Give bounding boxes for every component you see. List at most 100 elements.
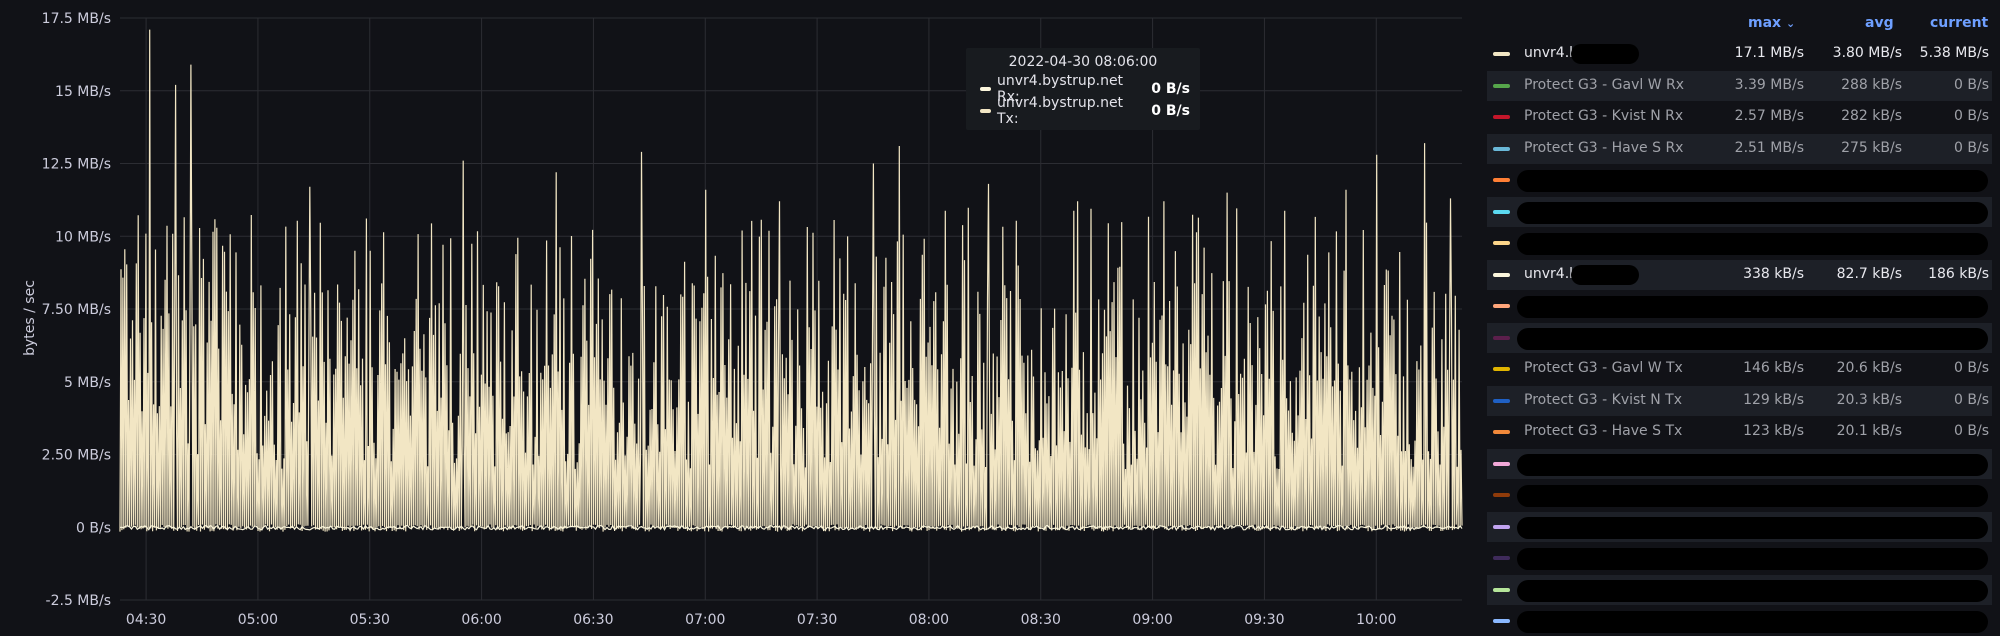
- legend-color-swatch[interactable]: [1493, 493, 1510, 497]
- legend-row[interactable]: [1487, 322, 1992, 353]
- legend-row[interactable]: [1487, 543, 1992, 573]
- legend-color-swatch[interactable]: [1493, 619, 1510, 623]
- legend-max-value: 338 kB/s: [1743, 265, 1804, 282]
- legend-row[interactable]: [1487, 480, 1992, 510]
- legend-color-swatch[interactable]: [1493, 304, 1510, 308]
- legend-avg-value: 20.6 kB/s: [1836, 360, 1902, 376]
- legend-row[interactable]: unvr4.b… Rx 338 kB/s 82.7 kB/s 186 kB/s: [1487, 259, 1992, 290]
- legend-row[interactable]: [1487, 574, 1992, 605]
- y-tick-label: 2.50 MB/s: [42, 448, 111, 464]
- redaction-mark: [1517, 485, 1988, 507]
- legend-row[interactable]: Protect G3 - Kvist N Rx 2.57 MB/s 282 kB/s…: [1487, 102, 1992, 132]
- y-tick-label: 10 MB/s: [55, 229, 111, 245]
- tooltip-row: unvr4.bystrup.net Rx: 0 B/s: [980, 73, 1190, 105]
- legend-row[interactable]: [1487, 606, 1992, 636]
- legend-color-swatch[interactable]: [1493, 398, 1510, 403]
- legend-series-name[interactable]: Protect G3 - Have S Rx: [1524, 139, 1684, 156]
- x-tick-label: 08:00: [909, 612, 949, 628]
- legend-row[interactable]: [1487, 291, 1992, 321]
- legend-row[interactable]: unvr4.b…t Tx17.1 MB/s3.80 MB/s5.38 MB/s: [1487, 39, 1992, 69]
- legend-color-swatch[interactable]: [1493, 146, 1510, 151]
- redaction-mark: [1517, 170, 1988, 192]
- legend-row[interactable]: [1487, 196, 1992, 227]
- x-tick-label: 06:30: [573, 612, 613, 628]
- x-tick-label: 04:30: [126, 612, 166, 628]
- legend-color-swatch[interactable]: [1493, 367, 1510, 371]
- legend-color-swatch[interactable]: [1493, 115, 1510, 119]
- legend-max-value: 129 kB/s: [1743, 391, 1804, 408]
- x-tick-label: 06:00: [461, 612, 501, 628]
- legend-color-swatch[interactable]: [1493, 83, 1510, 88]
- legend-color-swatch[interactable]: [1493, 461, 1510, 466]
- legend-header-current[interactable]: current: [1930, 15, 1989, 31]
- redaction-mark: [1517, 611, 1988, 633]
- legend-row[interactable]: [1487, 165, 1992, 195]
- tooltip-swatch: [980, 87, 991, 91]
- legend-color-swatch[interactable]: [1493, 178, 1510, 182]
- legend-color-swatch[interactable]: [1493, 430, 1510, 434]
- legend-avg-value: 3.80 MB/s: [1832, 45, 1902, 61]
- time-series-chart: 17.5 MB/s 15 MB/s 12.5 MB/s 10 MB/s 7.50 MB/…: [22, 11, 1463, 628]
- legend-row[interactable]: Protect G3 - Have S Tx 123 kB/s 20.1 kB/s 0…: [1487, 417, 1992, 447]
- legend-color-swatch[interactable]: [1493, 556, 1510, 560]
- tooltip-row: unvr4.bystrup.net Tx: 0 B/s: [980, 95, 1190, 127]
- legend-avg-value: 20.1 kB/s: [1836, 423, 1902, 439]
- x-tick-label: 07:00: [685, 612, 725, 628]
- legend-avg-value: 82.7 kB/s: [1836, 265, 1902, 282]
- legend-series-name[interactable]: Protect G3 - Gavl W Rx: [1524, 76, 1685, 93]
- redaction-mark: [1517, 579, 1988, 602]
- legend-row[interactable]: Protect G3 - Have S Rx 2.51 MB/s 275 kB/s 0…: [1487, 133, 1992, 164]
- tooltip-series-value: 0 B/s: [1151, 103, 1190, 119]
- x-tick-label: 07:30: [797, 612, 837, 628]
- legend-series-name[interactable]: Protect G3 - Gavl W Tx: [1524, 360, 1683, 376]
- legend-row[interactable]: [1487, 511, 1992, 542]
- legend-avg-value: 282 kB/s: [1841, 108, 1902, 124]
- y-axis: 17.5 MB/s 15 MB/s 12.5 MB/s 10 MB/s 7.50 MB/…: [42, 11, 111, 609]
- legend-color-swatch[interactable]: [1493, 335, 1510, 340]
- legend-row[interactable]: Protect G3 - Gavl W Rx 3.39 MB/s 288 kB/s 0…: [1487, 70, 1992, 101]
- x-tick-label: 09:00: [1132, 612, 1172, 628]
- legend-color-swatch[interactable]: [1493, 272, 1510, 277]
- series-line-tx: [119, 29, 1463, 532]
- y-tick-label: -2.5 MB/s: [46, 593, 111, 609]
- legend-row[interactable]: [1487, 448, 1992, 479]
- legend-header-max-label[interactable]: max: [1748, 15, 1782, 31]
- legend-color-swatch[interactable]: [1493, 587, 1510, 592]
- redaction-mark: [1517, 296, 1988, 318]
- hover-tooltip: 2022-04-30 08:06:00 unvr4.bystrup.net Rx…: [966, 48, 1200, 130]
- x-tick-label: 09:30: [1244, 612, 1284, 628]
- legend-row[interactable]: Protect G3 - Kvist N Tx 129 kB/s 20.3 kB/s…: [1487, 385, 1992, 416]
- series-layer: [119, 29, 1463, 532]
- legend-color-swatch[interactable]: [1493, 524, 1510, 529]
- legend-current-value: 5.38 MB/s: [1919, 45, 1989, 61]
- x-tick-label: 05:00: [238, 612, 278, 628]
- legend-max-value: 17.1 MB/s: [1734, 45, 1804, 61]
- legend-series-name[interactable]: Protect G3 - Have S Tx: [1524, 423, 1683, 439]
- y-tick-label: 0 B/s: [76, 520, 111, 536]
- legend-series-name[interactable]: Protect G3 - Kvist N Tx: [1524, 391, 1683, 408]
- legend-series-name[interactable]: Protect G3 - Kvist N Rx: [1524, 108, 1684, 124]
- legend-max-value: 123 kB/s: [1743, 423, 1804, 439]
- legend-row[interactable]: Protect G3 - Gavl W Tx 146 kB/s 20.6 kB/s 0…: [1487, 354, 1992, 384]
- x-tick-label: 08:30: [1021, 612, 1061, 628]
- legend-avg-value: 275 kB/s: [1841, 139, 1902, 156]
- legend-max-value: 2.57 MB/s: [1734, 108, 1804, 124]
- legend-current-value: 0 B/s: [1954, 423, 1989, 439]
- legend-max-value: 2.51 MB/s: [1734, 139, 1804, 156]
- legend-max-value: 3.39 MB/s: [1734, 76, 1804, 93]
- legend-header-avg[interactable]: avg: [1865, 15, 1894, 31]
- legend-color-swatch[interactable]: [1493, 209, 1510, 214]
- tooltip-series-name: unvr4.bystrup.net Tx:: [997, 95, 1124, 127]
- legend-header-max[interactable]: max ⌄: [1748, 15, 1795, 35]
- redaction-mark: [1517, 453, 1988, 476]
- legend-row[interactable]: [1487, 228, 1992, 258]
- legend-avg-value: 20.3 kB/s: [1836, 391, 1902, 408]
- sort-desc-icon[interactable]: ⌄: [1785, 17, 1796, 30]
- redaction-mark: [1517, 201, 1988, 224]
- tooltip-series-value: 0 B/s: [1151, 81, 1190, 97]
- redaction-mark: [1517, 233, 1988, 255]
- legend-current-value: 0 B/s: [1954, 360, 1989, 376]
- legend-color-swatch[interactable]: [1493, 241, 1510, 245]
- legend-color-swatch[interactable]: [1493, 52, 1510, 56]
- y-axis-label: bytes / sec: [22, 280, 38, 356]
